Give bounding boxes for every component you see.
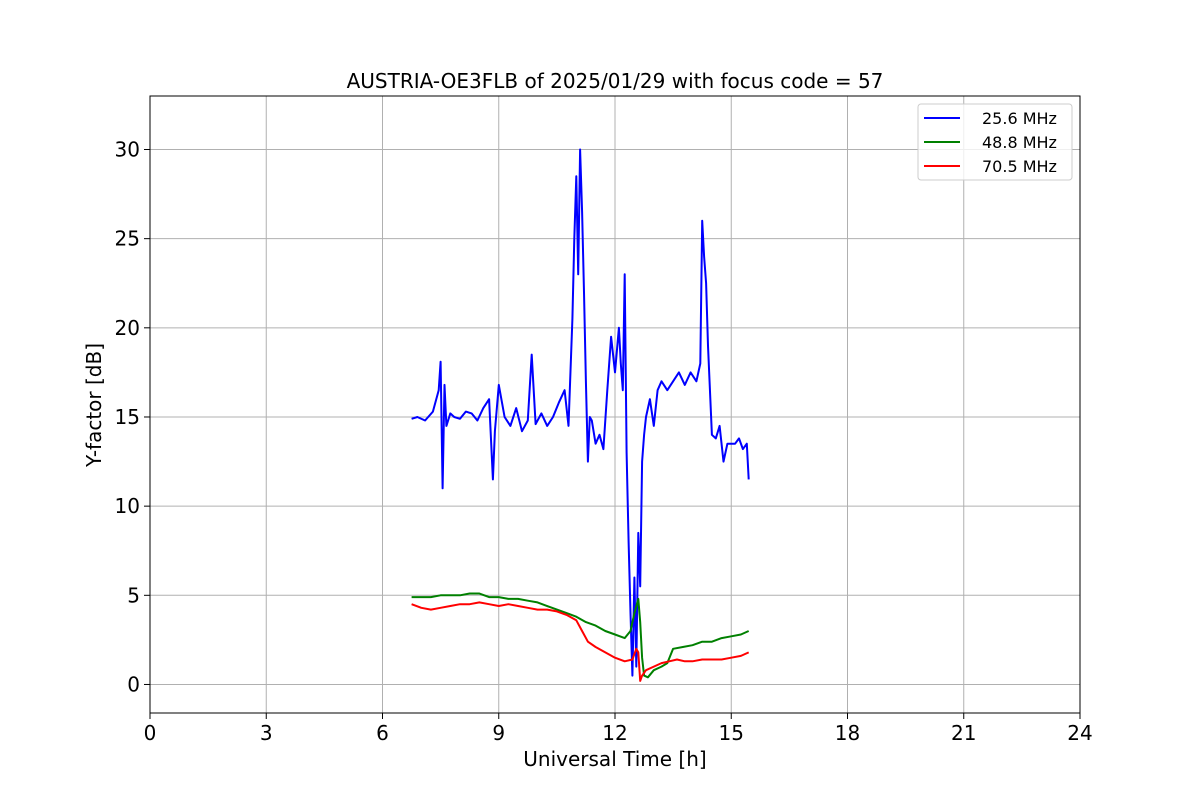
y-tick-label: 30 — [115, 137, 140, 161]
y-tick-label: 15 — [115, 405, 140, 429]
series-line-70-5-mhz — [411, 601, 750, 682]
y-axis: 0 5 10 15 20 25 30 — [115, 137, 150, 696]
x-tick-label: 3 — [260, 721, 273, 745]
x-tick-label: 24 — [1067, 721, 1092, 745]
x-tick-label: 15 — [719, 721, 744, 745]
x-tick-label: 18 — [835, 721, 860, 745]
series-line-48-8-mhz — [411, 592, 750, 679]
y-tick-label: 10 — [115, 494, 140, 518]
legend-label: 48.8 MHz — [982, 133, 1057, 152]
x-tick-label: 0 — [144, 721, 157, 745]
y-tick-label: 0 — [127, 672, 140, 696]
legend-label: 25.6 MHz — [982, 109, 1057, 128]
y-tick-label: 25 — [115, 227, 140, 251]
legend: 25.6 MHz 48.8 MHz 70.5 MHz — [917, 103, 1073, 181]
legend-label: 70.5 MHz — [982, 157, 1057, 176]
x-axis-label: Universal Time [h] — [523, 747, 706, 771]
y-tick-label: 20 — [115, 316, 140, 340]
legend-box — [917, 103, 1073, 181]
x-tick-label: 9 — [492, 721, 505, 745]
chart-title: AUSTRIA-OE3FLB of 2025/01/29 with focus … — [347, 69, 884, 93]
series-layer — [411, 148, 750, 682]
x-tick-label: 12 — [602, 721, 627, 745]
x-axis: 0 3 6 9 12 15 18 21 24 — [144, 713, 1093, 745]
y-axis-label: Y-factor [dB] — [82, 343, 106, 468]
series-line-25-6-mhz — [411, 148, 750, 677]
x-tick-label: 21 — [951, 721, 976, 745]
x-tick-label: 6 — [376, 721, 389, 745]
y-tick-label: 5 — [127, 583, 140, 607]
